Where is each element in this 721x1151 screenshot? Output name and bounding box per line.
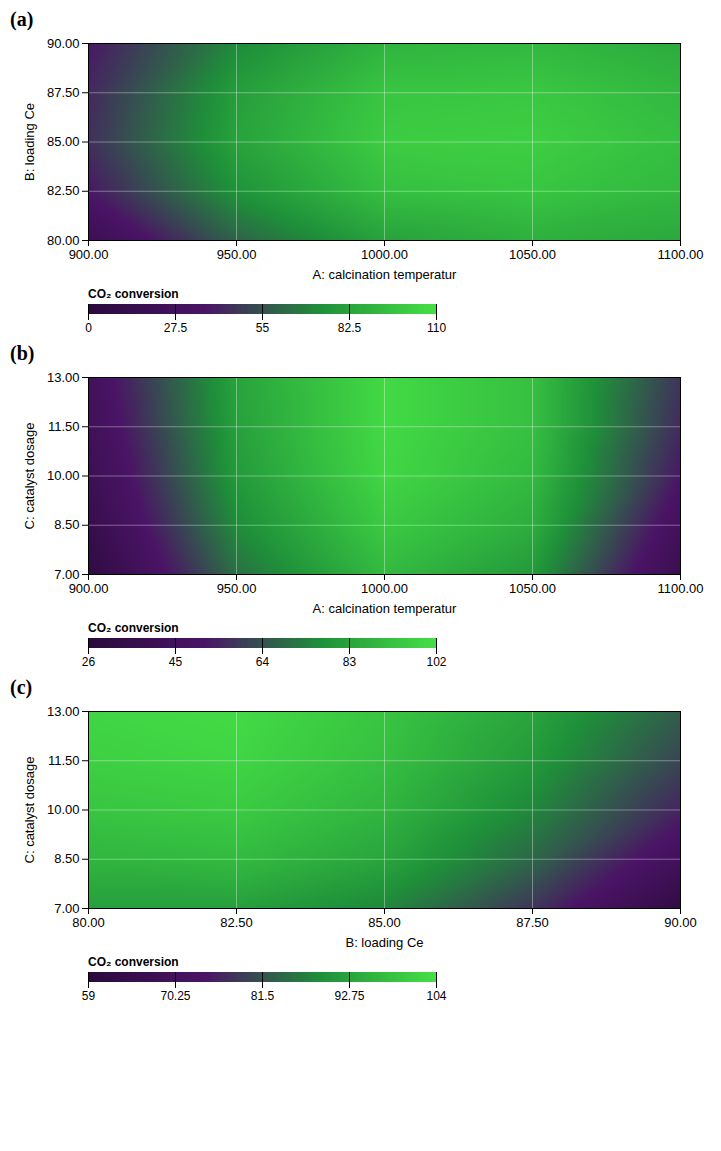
svg-text:8.50: 8.50 — [54, 851, 79, 866]
svg-text:1100.00: 1100.00 — [657, 247, 703, 262]
svg-text:B: loading Ce: B: loading Ce — [22, 103, 37, 181]
svg-text:1050.00: 1050.00 — [509, 581, 556, 596]
svg-text:102: 102 — [426, 655, 446, 669]
svg-text:A: calcination temperatur: A: calcination temperatur — [313, 267, 457, 282]
svg-text:92.75: 92.75 — [334, 989, 364, 1003]
svg-text:900.00: 900.00 — [69, 247, 109, 262]
svg-text:1100.00: 1100.00 — [657, 581, 703, 596]
svg-text:82.50: 82.50 — [47, 183, 80, 198]
svg-text:7.00: 7.00 — [54, 567, 79, 582]
svg-text:80.00: 80.00 — [47, 233, 80, 248]
svg-text:B: loading Ce: B: loading Ce — [345, 935, 423, 950]
svg-text:950.00: 950.00 — [217, 581, 257, 596]
svg-text:55: 55 — [256, 321, 270, 335]
svg-text:8.50: 8.50 — [54, 517, 79, 532]
svg-text:87.50: 87.50 — [516, 915, 549, 930]
svg-text:13.00: 13.00 — [47, 704, 80, 719]
svg-text:27.5: 27.5 — [164, 321, 188, 335]
svg-text:CO₂ conversion: CO₂ conversion — [88, 287, 179, 301]
svg-text:11.50: 11.50 — [48, 419, 80, 434]
svg-text:90.00: 90.00 — [47, 36, 80, 51]
svg-text:26: 26 — [82, 655, 96, 669]
svg-text:80.00: 80.00 — [72, 915, 105, 930]
svg-text:83: 83 — [343, 655, 357, 669]
svg-text:1050.00: 1050.00 — [509, 247, 556, 262]
svg-text:82.50: 82.50 — [220, 915, 253, 930]
svg-text:81.5: 81.5 — [251, 989, 275, 1003]
svg-text:10.00: 10.00 — [47, 468, 80, 483]
svg-text:110: 110 — [427, 321, 446, 335]
svg-text:950.00: 950.00 — [217, 247, 257, 262]
svg-text:CO₂ conversion: CO₂ conversion — [88, 955, 179, 969]
svg-text:7.00: 7.00 — [54, 901, 79, 916]
svg-text:0: 0 — [85, 321, 92, 335]
html-text:(b): (b) — [10, 342, 35, 364]
svg-text:90.00: 90.00 — [664, 915, 697, 930]
svg-text:900.00: 900.00 — [69, 581, 109, 596]
svg-text:C: catalyst dosage: C: catalyst dosage — [22, 423, 37, 530]
svg-text:CO₂ conversion: CO₂ conversion — [88, 621, 179, 635]
svg-text:C: catalyst dosage: C: catalyst dosage — [22, 757, 37, 864]
svg-text:13.00: 13.00 — [47, 370, 80, 385]
svg-text:1000.00: 1000.00 — [361, 247, 408, 262]
svg-text:104: 104 — [426, 989, 446, 1003]
svg-text:1000.00: 1000.00 — [361, 581, 408, 596]
svg-text:64: 64 — [256, 655, 270, 669]
svg-text:82.5: 82.5 — [338, 321, 362, 335]
svg-text:45: 45 — [169, 655, 183, 669]
html-text:(a): (a) — [10, 8, 34, 30]
svg-text:10.00: 10.00 — [47, 802, 80, 817]
svg-text:11.50: 11.50 — [48, 753, 80, 768]
svg-text:85.00: 85.00 — [47, 134, 80, 149]
html-text:(c): (c) — [10, 676, 33, 698]
svg-text:A: calcination temperatur: A: calcination temperatur — [313, 601, 457, 616]
svg-text:70.25: 70.25 — [160, 989, 190, 1003]
svg-text:87.50: 87.50 — [47, 85, 80, 100]
svg-text:59: 59 — [82, 989, 96, 1003]
svg-text:85.00: 85.00 — [368, 915, 401, 930]
